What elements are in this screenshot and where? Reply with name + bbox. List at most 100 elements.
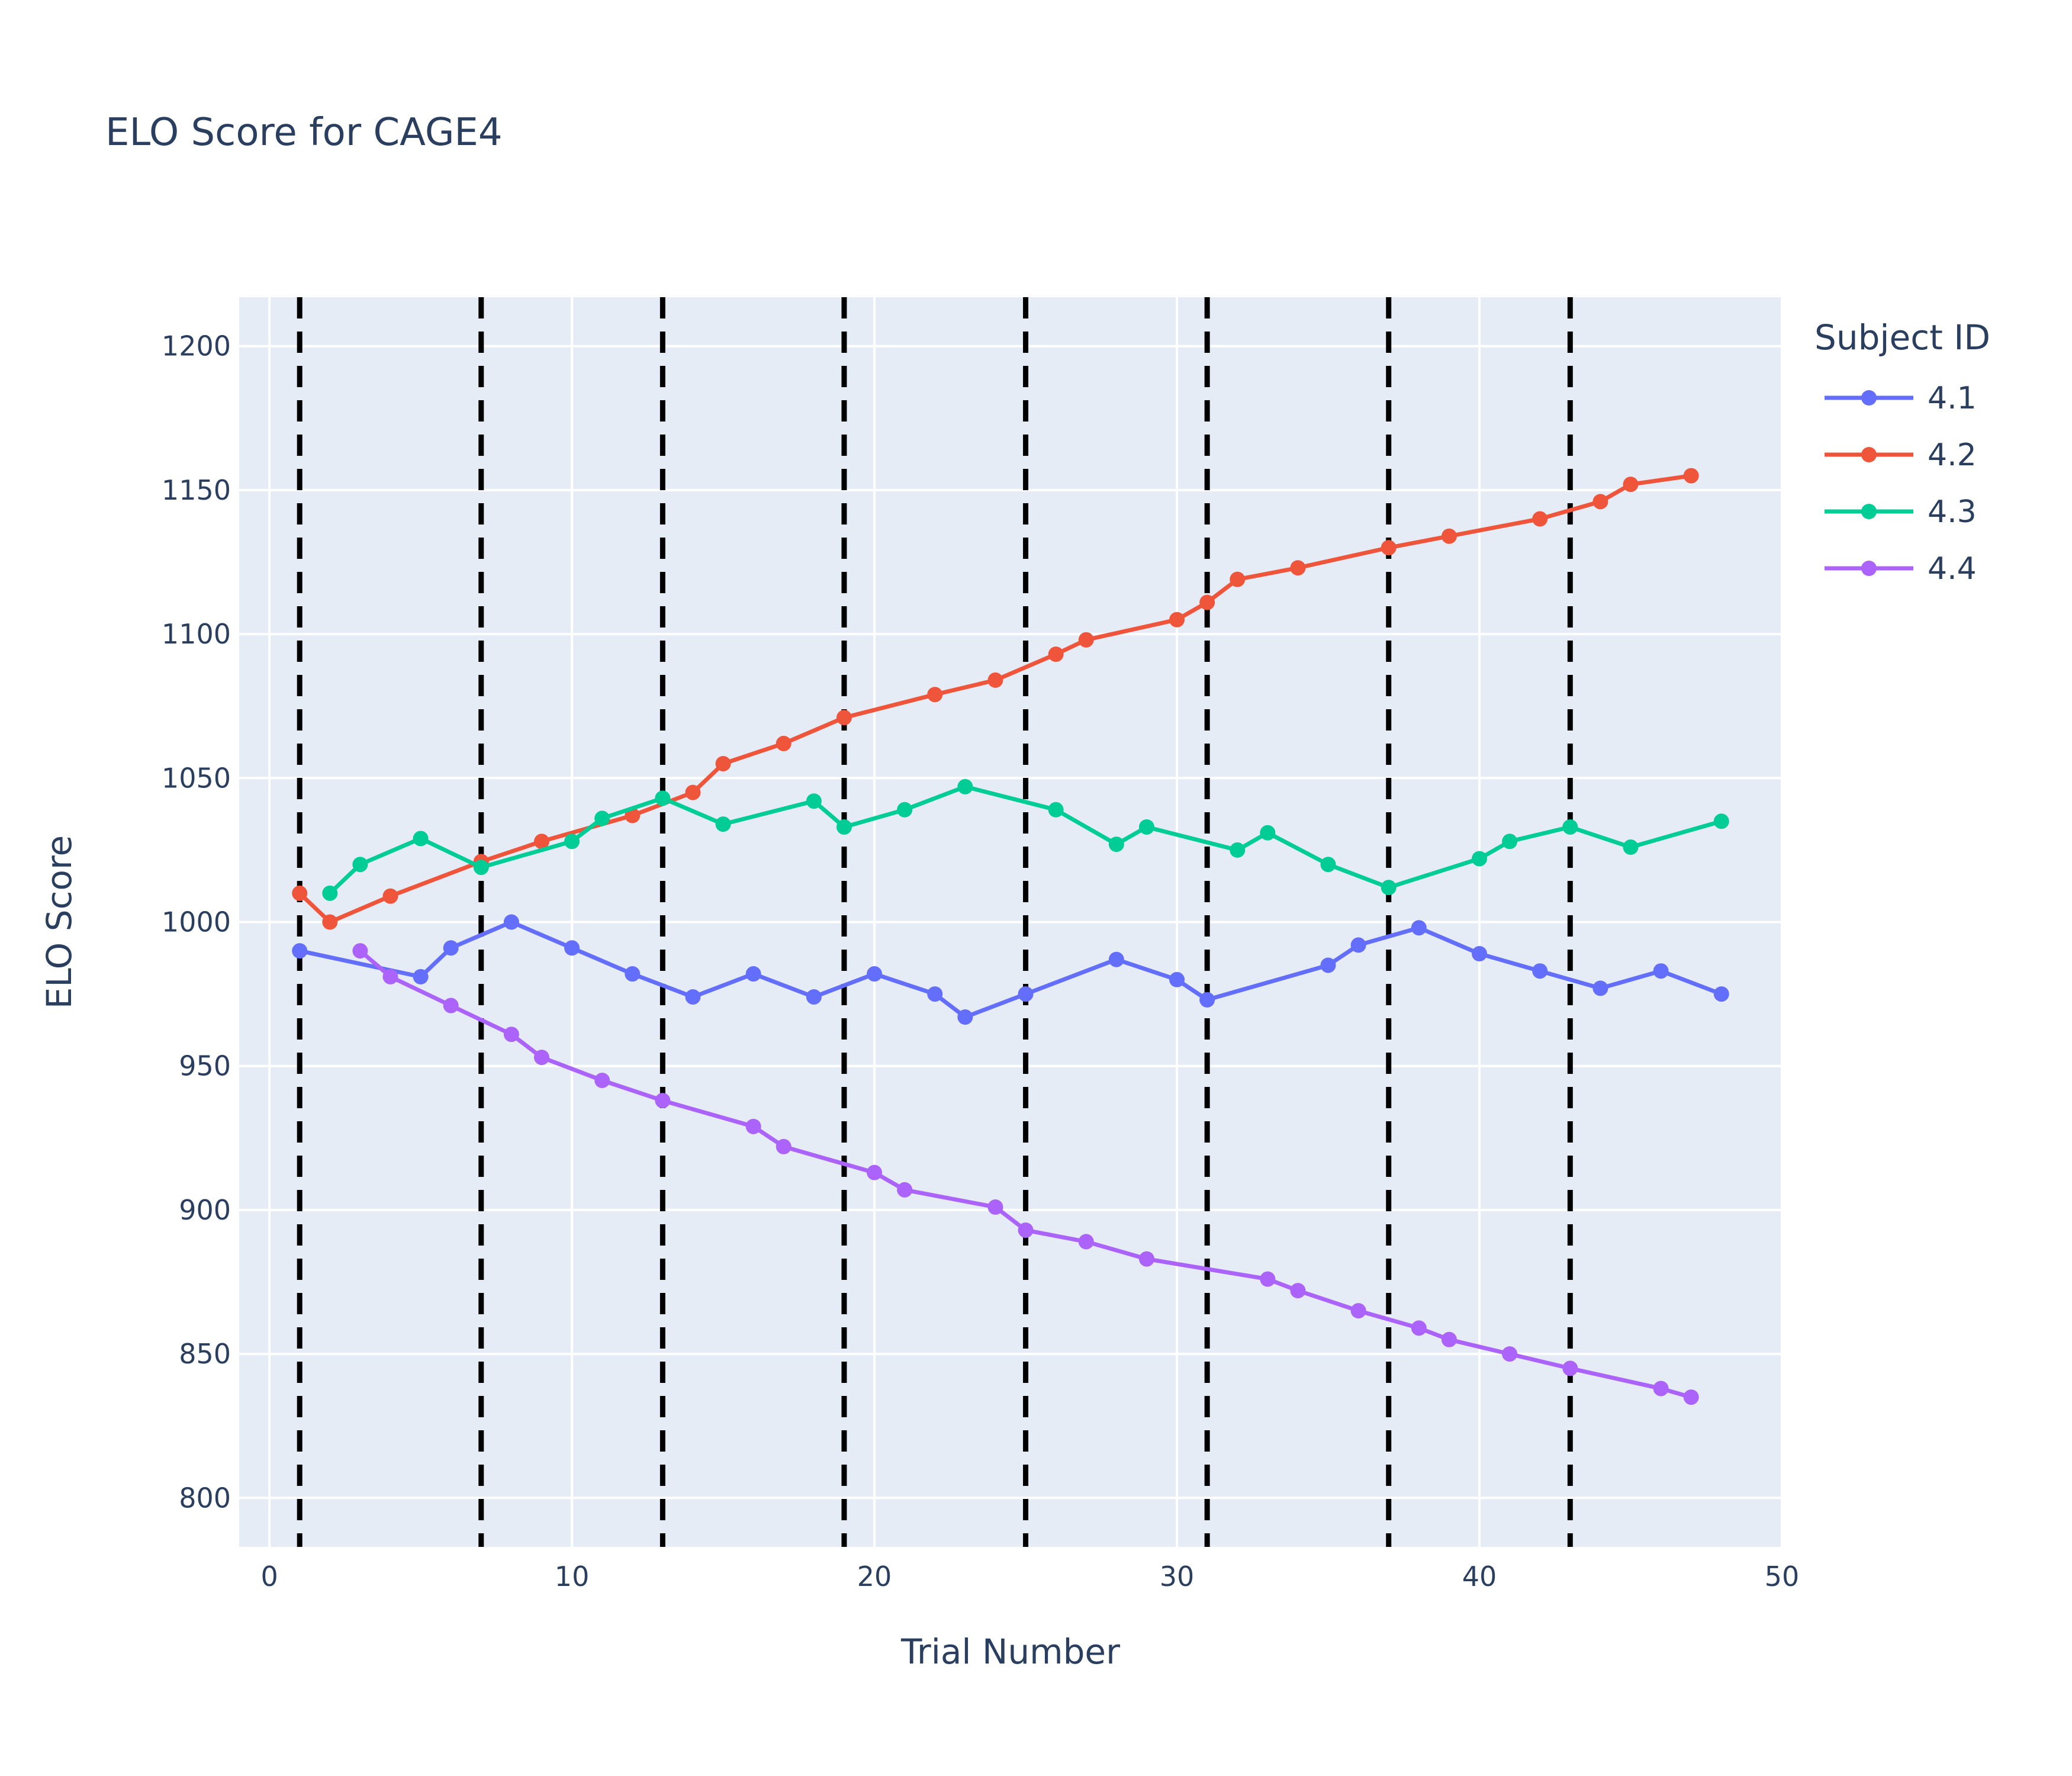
y-axis-title: ELO Score	[39, 835, 79, 1009]
data-point-4.2	[1078, 632, 1094, 648]
data-point-4.1	[806, 989, 822, 1005]
data-point-4.4	[1683, 1389, 1699, 1405]
data-point-4.3	[897, 802, 913, 818]
data-point-4.3	[1108, 836, 1124, 852]
legend-label-4.2: 4.2	[1928, 437, 1977, 473]
data-point-4.3	[322, 885, 338, 901]
data-point-4.2	[776, 735, 792, 751]
data-point-4.1	[1108, 951, 1124, 967]
x-axis-title: Trial Number	[900, 1632, 1120, 1672]
data-point-4.2	[533, 834, 549, 850]
series-line-4.1	[299, 920, 1723, 1019]
data-point-4.3	[806, 793, 822, 809]
data-point-4.2	[1199, 594, 1215, 610]
data-point-4.1	[443, 940, 459, 956]
series-layer	[292, 468, 1729, 1405]
data-point-4.1	[957, 1009, 973, 1025]
data-point-4.2	[1592, 494, 1608, 510]
data-point-4.3	[413, 831, 429, 847]
data-point-4.3	[1138, 819, 1154, 835]
data-point-4.2	[382, 888, 398, 904]
data-point-4.4	[1260, 1271, 1276, 1287]
data-point-4.4	[1078, 1234, 1094, 1250]
data-point-4.2	[987, 672, 1003, 688]
data-point-4.1	[1199, 992, 1215, 1008]
data-point-4.3	[594, 810, 610, 826]
data-point-4.1	[1532, 963, 1548, 979]
data-point-4.2	[1381, 540, 1397, 556]
data-point-4.4	[1018, 1222, 1034, 1238]
data-point-4.4	[1138, 1251, 1154, 1267]
data-point-4.4	[1290, 1283, 1306, 1299]
data-point-4.1	[1411, 920, 1427, 936]
trial-boundary-lines	[297, 297, 1573, 1547]
data-point-4.4	[897, 1182, 913, 1198]
data-point-4.4	[1502, 1346, 1518, 1362]
data-point-4.3	[715, 816, 731, 832]
y-tick-label: 1000	[162, 906, 231, 938]
data-point-4.1	[503, 914, 519, 930]
y-tick-label: 900	[179, 1194, 231, 1226]
x-tick-label: 30	[1160, 1561, 1195, 1592]
data-point-4.1	[1350, 937, 1366, 953]
data-point-4.3	[655, 790, 671, 806]
x-tick-label: 0	[260, 1561, 278, 1592]
data-point-4.2	[715, 755, 731, 771]
data-point-4.2	[1683, 468, 1699, 484]
data-point-4.1	[625, 966, 641, 982]
data-point-4.4	[1562, 1360, 1578, 1376]
x-tick-label: 50	[1765, 1561, 1800, 1592]
data-point-4.1	[1713, 986, 1729, 1002]
data-point-4.2	[1230, 571, 1246, 587]
data-point-4.1	[292, 943, 308, 959]
data-point-4.2	[1532, 511, 1548, 527]
data-point-4.2	[836, 710, 852, 726]
axis-ticks: 800 850 900 950 1000 1050 1100 1150 1200 0 10 20 30 4…	[162, 330, 1799, 1592]
legend-title: Subject ID	[1814, 317, 1990, 358]
data-point-4.4	[594, 1073, 610, 1089]
y-tick-label: 1150	[162, 474, 231, 506]
y-tick-label: 1100	[162, 618, 231, 650]
y-tick-label: 950	[179, 1050, 231, 1082]
data-point-4.4	[1441, 1331, 1457, 1347]
legend-label-4.3: 4.3	[1928, 494, 1977, 530]
data-point-4.2	[1169, 612, 1185, 628]
data-point-4.3	[352, 857, 368, 873]
data-point-4.3	[1623, 839, 1639, 855]
data-point-4.1	[564, 940, 580, 956]
legend-label-4.1: 4.1	[1928, 381, 1977, 416]
x-tick-label: 40	[1462, 1561, 1497, 1592]
data-point-4.3	[957, 778, 973, 794]
x-tick-label: 10	[555, 1561, 590, 1592]
data-point-4.4	[745, 1118, 761, 1134]
data-point-4.3	[1260, 825, 1276, 841]
data-point-4.1	[1018, 986, 1034, 1002]
data-point-4.1	[927, 986, 943, 1002]
chart-title: ELO Score for CAGE4	[105, 111, 503, 155]
data-point-4.2	[685, 784, 701, 800]
data-point-4.3	[1320, 857, 1336, 873]
y-tick-label: 1200	[162, 330, 231, 362]
data-point-4.4	[655, 1093, 671, 1109]
data-point-4.3	[1502, 834, 1518, 850]
data-point-4.1	[413, 969, 429, 984]
data-point-4.4	[1411, 1320, 1427, 1336]
data-point-4.4	[503, 1027, 519, 1043]
data-point-4.3	[1381, 880, 1397, 896]
data-point-4.1	[1169, 971, 1185, 987]
data-point-4.3	[564, 834, 580, 850]
data-point-4.4	[867, 1164, 883, 1180]
data-point-4.4	[533, 1050, 549, 1066]
data-point-4.3	[1048, 802, 1064, 818]
x-tick-label: 20	[857, 1561, 892, 1592]
data-point-4.3	[1713, 813, 1729, 829]
data-point-4.1	[685, 989, 701, 1005]
data-point-4.1	[867, 966, 883, 982]
data-point-4.2	[927, 687, 943, 703]
y-tick-label: 850	[179, 1338, 231, 1370]
data-point-4.2	[1048, 646, 1064, 662]
y-tick-label: 1050	[162, 762, 231, 794]
data-point-4.3	[1562, 819, 1578, 835]
y-tick-label: 800	[179, 1482, 231, 1514]
data-point-4.3	[836, 819, 852, 835]
